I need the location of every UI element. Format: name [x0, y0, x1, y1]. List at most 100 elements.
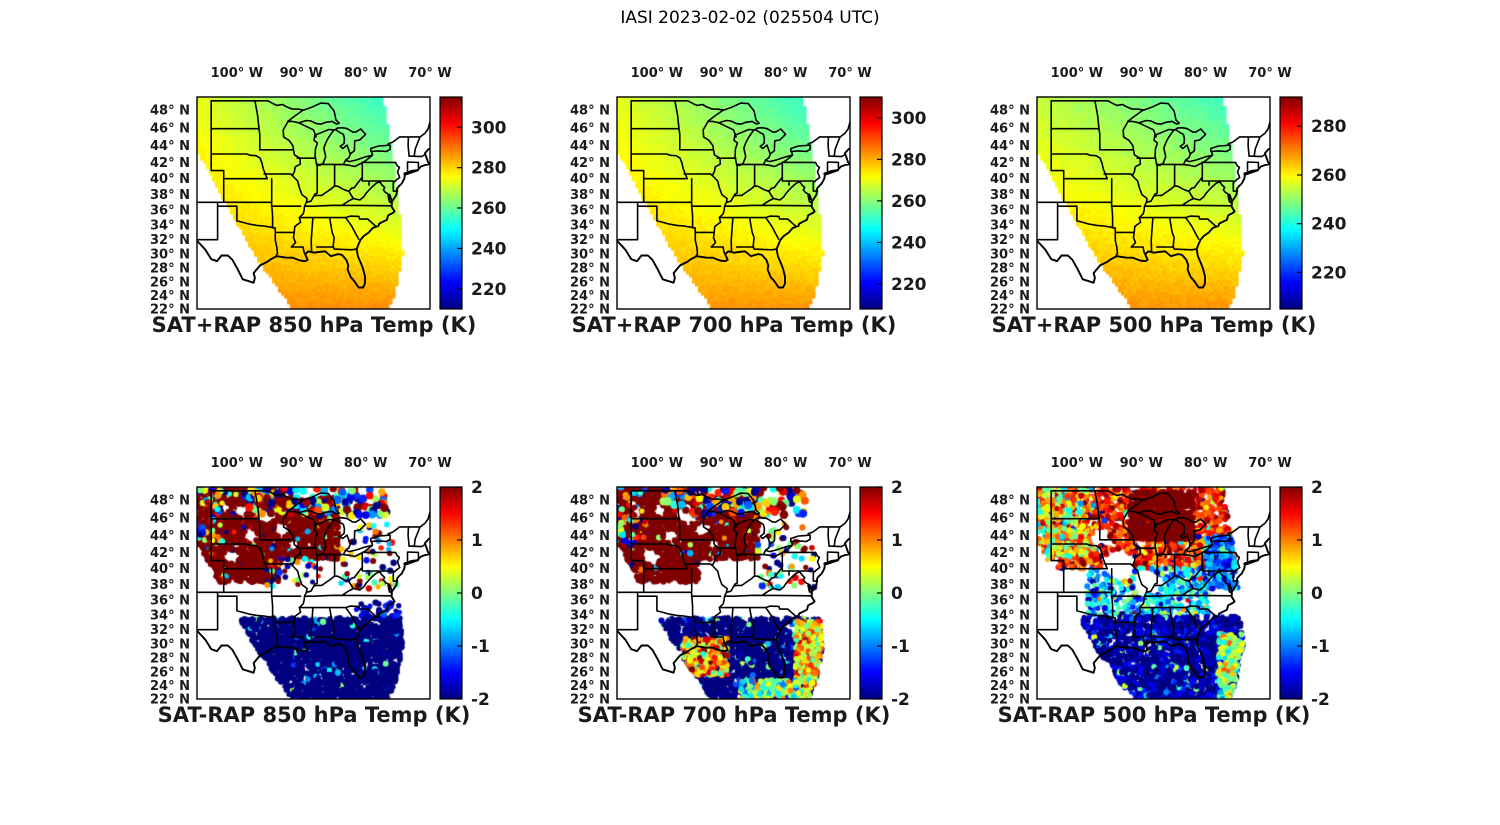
lon-tick-label: 80° W [1184, 456, 1227, 471]
panel-sat-plus-rap-700: 100° W 90° W 80° W 70° W 48° N 46° N 44° N 42° … [547, 59, 967, 317]
lat-tick-label: 32° N [570, 233, 610, 248]
lat-tick-label: 28° N [990, 262, 1030, 277]
lon-tick-label: 100° W [1051, 456, 1104, 471]
lat-tick-label: 34° N [150, 609, 190, 624]
lat-axis-labels: 48° N 46° N 44° N 42° N40° N38° N36° N34° N… [990, 494, 1030, 707]
lat-tick-label: 44° N [150, 139, 190, 154]
panel-sat-minus-rap-500: 100° W 90° W 80° W 70° W 48° N 46° N 44° N 42° … [967, 449, 1387, 707]
colorbar-tick-label: 0 [891, 584, 903, 604]
lon-tick-label: 80° W [344, 66, 387, 81]
lat-tick-label: 36° N [990, 204, 1030, 219]
colorbar-tick-label: 1 [891, 531, 903, 551]
lat-tick-label: 38° N [990, 188, 1030, 203]
lat-tick-label: 40° N [150, 172, 190, 187]
lat-tick-label: 34° N [570, 609, 610, 624]
map-axes-box [196, 96, 431, 310]
lat-tick-label: 44° N [990, 529, 1030, 544]
colorbar-tick-label: 240 [891, 234, 927, 254]
lat-tick-label: 32° N [990, 233, 1030, 248]
lat-tick-label: 48° N [990, 494, 1030, 509]
lat-tick-label: 22° N [990, 693, 1030, 708]
lat-tick-label: 48° N [150, 494, 190, 509]
colorbar: 2 1 0 -1 -2 [859, 478, 910, 707]
lat-tick-label: 42° N [150, 546, 190, 561]
lat-tick-label: 36° N [570, 204, 610, 219]
lat-tick-label: 48° N [570, 494, 610, 509]
lon-tick-label: 70° W [1248, 456, 1291, 471]
colorbar-tick-label: 220 [471, 280, 507, 300]
lat-tick-label: 46° N [990, 512, 1030, 527]
panel-caption: SAT+RAP 700 hPa Temp (K) [571, 313, 897, 337]
lat-tick-label: 22° N [570, 693, 610, 708]
map-axes-box [196, 486, 431, 700]
colorbar-tick-label: 280 [471, 159, 507, 179]
colorbar-tick-label: -1 [891, 637, 910, 657]
colorbar-tick-label: 280 [1311, 117, 1347, 137]
map-axes-overlay: 100° W 90° W 80° W 70° W 48° N 46° N 44° N 42° … [150, 66, 507, 317]
lat-tick-label: 40° N [990, 172, 1030, 187]
lon-tick-label: 90° W [280, 456, 323, 471]
lat-tick-label: 42° N [990, 156, 1030, 171]
lat-axis-labels: 48° N 46° N 44° N 42° N40° N38° N36° N34° N… [150, 494, 190, 707]
lat-tick-label: 30° N [990, 638, 1030, 653]
map-outline [1037, 490, 1270, 679]
lon-tick-label: 100° W [211, 456, 264, 471]
lat-tick-label: 30° N [570, 248, 610, 263]
lat-axis-labels: 48° N 46° N 44° N 42° N40° N38° N36° N34° N… [570, 104, 610, 317]
lat-tick-label: 48° N [150, 104, 190, 119]
lat-tick-label: 24° N [150, 289, 190, 304]
lat-tick-label: 36° N [570, 594, 610, 609]
lat-tick-label: 24° N [150, 679, 190, 694]
panel-caption: SAT-RAP 700 hPa Temp (K) [577, 703, 891, 727]
map-outline [617, 100, 850, 289]
colorbar-tick-label: 240 [1311, 215, 1347, 235]
lat-tick-label: 40° N [570, 562, 610, 577]
lon-tick-label: 80° W [764, 456, 807, 471]
lat-tick-label: 34° N [150, 219, 190, 234]
map-axes-overlay: 100° W 90° W 80° W 70° W 48° N 46° N 44° N 42° … [990, 66, 1347, 318]
lat-tick-label: 30° N [150, 248, 190, 263]
lon-tick-label: 100° W [1051, 66, 1104, 81]
map-axes-overlay: 100° W 90° W 80° W 70° W 48° N 46° N 44° N 42° … [150, 456, 490, 707]
lon-tick-label: 100° W [631, 456, 684, 471]
lat-tick-label: 26° N [990, 276, 1030, 291]
lon-tick-label: 100° W [211, 66, 264, 81]
colorbar-tick-label: 220 [1311, 263, 1347, 283]
lat-tick-label: 44° N [570, 139, 610, 154]
lon-axis-labels: 100° W 90° W 80° W 70° W [211, 66, 452, 81]
colorbar-tick-label: -2 [891, 690, 910, 707]
colorbar-tick-label: 1 [1311, 531, 1323, 551]
lat-tick-label: 28° N [570, 262, 610, 277]
colorbar-tick-label: 0 [1311, 584, 1323, 604]
lat-tick-label: 26° N [570, 666, 610, 681]
lat-tick-label: 22° N [990, 303, 1030, 318]
lon-tick-label: 90° W [700, 66, 743, 81]
lat-tick-label: 30° N [570, 638, 610, 653]
colorbar-tick-label: 1 [471, 531, 483, 551]
lat-axis-labels: 48° N 46° N 44° N 42° N40° N38° N36° N34° N… [150, 104, 190, 317]
lat-tick-label: 46° N [150, 122, 190, 137]
lat-tick-label: 46° N [150, 512, 190, 527]
lat-tick-label: 32° N [150, 233, 190, 248]
lat-tick-label: 42° N [570, 156, 610, 171]
lat-tick-label: 38° N [990, 578, 1030, 593]
panel-sat-plus-rap-500: 100° W 90° W 80° W 70° W 48° N 46° N 44° N 42° … [967, 59, 1387, 317]
lat-tick-label: 44° N [570, 529, 610, 544]
panel-sat-plus-rap-850: 100° W 90° W 80° W 70° W 48° N 46° N 44° N 42° … [127, 59, 547, 317]
lat-tick-label: 48° N [990, 104, 1030, 119]
lat-tick-label: 40° N [990, 562, 1030, 577]
lat-tick-label: 22° N [570, 303, 610, 318]
lat-axis-labels: 48° N 46° N 44° N 42° N40° N38° N36° N34° N… [570, 494, 610, 707]
lon-tick-label: 70° W [1248, 66, 1291, 81]
map-axes-box [616, 96, 851, 310]
lat-tick-label: 36° N [150, 204, 190, 219]
colorbar-tick-label: 300 [891, 109, 927, 129]
lon-tick-label: 70° W [408, 66, 451, 81]
lat-tick-label: 44° N [990, 139, 1030, 154]
map-axes-box [1036, 486, 1271, 700]
lat-tick-label: 42° N [570, 546, 610, 561]
map-outline [1037, 100, 1270, 289]
map-axes-overlay: 100° W 90° W 80° W 70° W 48° N 46° N 44° N 42° … [570, 456, 910, 707]
lon-tick-label: 70° W [828, 66, 871, 81]
